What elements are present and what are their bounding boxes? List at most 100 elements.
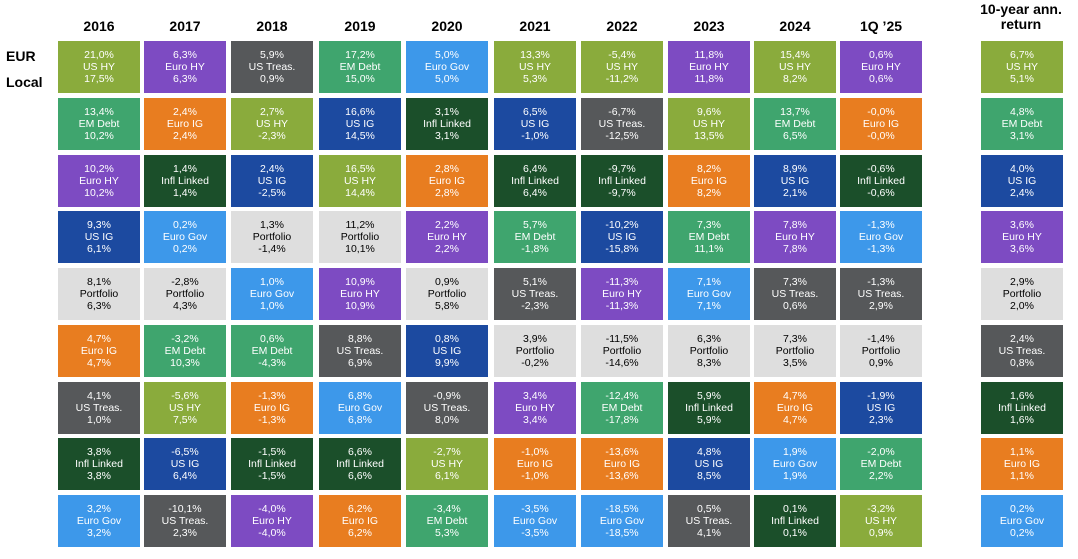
cell-eur-return: 7,3% [697, 219, 721, 231]
asset-cell: 8,1% Portfolio 6,3% [58, 268, 140, 320]
cell-eur-return: -10,2% [605, 219, 639, 231]
asset-cell: 0,5% US Treas. 4,1% [668, 495, 750, 547]
cell-asset-name: US Treas. [685, 515, 733, 527]
cell-local-return: 2,3% [173, 527, 197, 539]
cell-local-return: 4,7% [87, 357, 111, 369]
asset-cell: 0,8% US IG 9,9% [406, 325, 488, 377]
cell-local-return: 6,9% [348, 357, 372, 369]
asset-cell: 16,5% US HY 14,4% [319, 155, 401, 207]
asset-cell: 2,8% Euro IG 2,8% [406, 155, 488, 207]
cell-asset-name: US Treas. [857, 288, 905, 300]
cell-asset-name: US HY [168, 402, 202, 414]
cell-asset-name: Euro IG [253, 402, 291, 414]
cell-asset-name: Portfolio [861, 345, 901, 357]
asset-cell: 4,8% EM Debt 3,1% [981, 98, 1063, 150]
cell-eur-return: 6,3% [697, 333, 721, 345]
cell-asset-name: Portfolio [427, 288, 467, 300]
cell-asset-name: US HY [518, 61, 552, 73]
cell-eur-return: 9,3% [87, 219, 111, 231]
asset-cell: 8,2% Euro IG 8,2% [668, 155, 750, 207]
asset-cell: -12,4% EM Debt -17,8% [581, 382, 663, 434]
cell-asset-name: US HY [1005, 61, 1039, 73]
cell-eur-return: 7,3% [783, 276, 807, 288]
asset-cell: -10,1% US Treas. 2,3% [144, 495, 226, 547]
cell-eur-return: 0,6% [869, 49, 893, 61]
cell-asset-name: US HY [864, 515, 898, 527]
cell-local-return: 6,3% [87, 300, 111, 312]
asset-cell: 1,0% Euro Gov 1,0% [231, 268, 313, 320]
cell-eur-return: -1,4% [867, 333, 895, 345]
cell-local-return: -4,0% [258, 527, 286, 539]
cell-asset-name: Euro Gov [424, 61, 470, 73]
cell-local-return: 2,9% [869, 300, 893, 312]
cell-asset-name: Portfolio [689, 345, 729, 357]
asset-cell: 6,3% Portfolio 8,3% [668, 325, 750, 377]
cell-eur-return: 2,4% [1010, 333, 1034, 345]
cell-eur-return: 6,7% [1010, 49, 1034, 61]
asset-cell: 6,3% Euro HY 6,3% [144, 41, 226, 93]
cell-asset-name: EM Debt [78, 118, 120, 130]
cell-eur-return: -9,7% [608, 163, 636, 175]
cell-asset-name: EM Debt [688, 231, 730, 243]
cell-local-return: -17,8% [605, 414, 639, 426]
cell-eur-return: -1,9% [867, 390, 895, 402]
asset-cell: -1,3% Euro Gov -1,3% [840, 211, 922, 263]
cell-asset-name: Euro Gov [249, 288, 295, 300]
asset-cell: 13,3% US HY 5,3% [494, 41, 576, 93]
cell-local-return: 1,9% [783, 470, 807, 482]
cell-local-return: -4,3% [258, 357, 286, 369]
asset-cell: 2,4% Euro IG 2,4% [144, 98, 226, 150]
cell-local-return: 4,1% [697, 527, 721, 539]
cell-eur-return: 6,3% [173, 49, 197, 61]
asset-cell: -5,6% US HY 7,5% [144, 382, 226, 434]
asset-cell: -9,7% Infl Linked -9,7% [581, 155, 663, 207]
cell-eur-return: 5,7% [523, 219, 547, 231]
cell-asset-name: US IG [345, 118, 375, 130]
asset-cell: 1,4% Infl Linked 1,4% [144, 155, 226, 207]
cell-asset-name: Euro Gov [999, 515, 1045, 527]
cell-asset-name: Euro IG [428, 175, 466, 187]
cell-eur-return: 0,2% [1010, 503, 1034, 515]
cell-eur-return: 0,6% [260, 333, 284, 345]
cell-eur-return: 13,7% [780, 106, 810, 118]
asset-cell: -3,2% EM Debt 10,3% [144, 325, 226, 377]
cell-asset-name: Euro HY [1002, 231, 1042, 243]
cell-eur-return: 10,2% [84, 163, 114, 175]
cell-asset-name: Euro HY [79, 175, 119, 187]
cell-eur-return: 15,4% [780, 49, 810, 61]
cell-local-return: -14,6% [605, 357, 639, 369]
asset-cell: 11,8% Euro HY 11,8% [668, 41, 750, 93]
row-label-eur: EUR [6, 48, 36, 64]
cell-eur-return: 4,0% [1010, 163, 1034, 175]
asset-cell: 1,1% Euro IG 1,1% [981, 438, 1063, 490]
cell-local-return: 8,3% [697, 357, 721, 369]
cell-eur-return: 2,8% [435, 163, 459, 175]
cell-eur-return: 7,3% [783, 333, 807, 345]
cell-asset-name: US IG [170, 458, 200, 470]
cell-local-return: -11,2% [605, 73, 639, 85]
asset-cell: 9,3% US IG 6,1% [58, 211, 140, 263]
cell-local-return: 8,0% [435, 414, 459, 426]
cell-asset-name: Infl Linked [511, 175, 559, 187]
cell-asset-name: Euro Gov [337, 402, 383, 414]
asset-cell: 4,8% US IG 8,5% [668, 438, 750, 490]
cell-asset-name: Euro Gov [686, 288, 732, 300]
cell-local-return: 3,1% [1010, 130, 1034, 142]
cell-local-return: 7,1% [697, 300, 721, 312]
cell-asset-name: Infl Linked [248, 458, 296, 470]
cell-local-return: 5,8% [435, 300, 459, 312]
cell-local-return: -13,6% [605, 470, 639, 482]
cell-eur-return: 3,4% [523, 390, 547, 402]
cell-eur-return: 13,4% [84, 106, 114, 118]
cell-asset-name: Portfolio [515, 345, 555, 357]
cell-local-return: 6,5% [783, 130, 807, 142]
cell-eur-return: 6,4% [523, 163, 547, 175]
cell-asset-name: Portfolio [79, 288, 119, 300]
cell-asset-name: Euro HY [340, 288, 380, 300]
asset-cell: 8,8% US Treas. 6,9% [319, 325, 401, 377]
asset-cell: 15,4% US HY 8,2% [754, 41, 836, 93]
cell-local-return: 2,8% [435, 187, 459, 199]
cell-eur-return: 11,2% [345, 219, 375, 231]
cell-eur-return: -2,7% [433, 446, 461, 458]
cell-local-return: 0,6% [783, 300, 807, 312]
